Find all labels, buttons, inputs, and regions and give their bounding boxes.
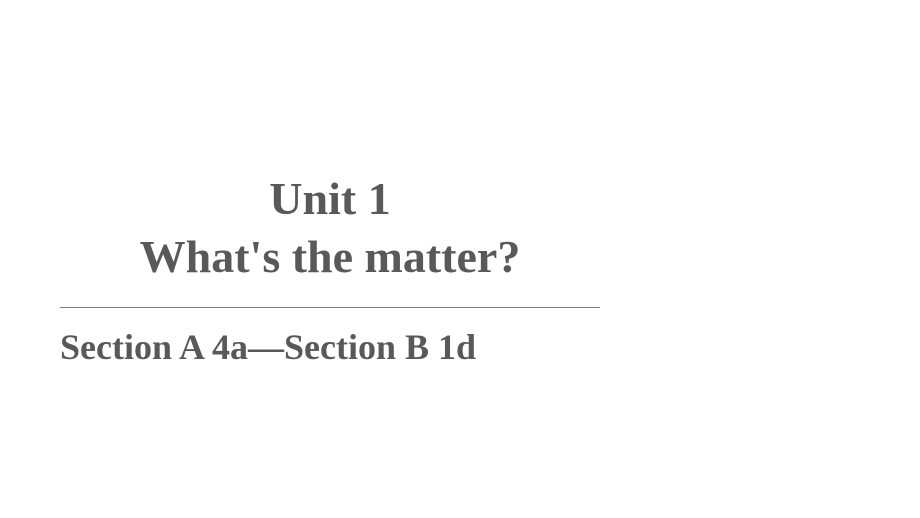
horizontal-divider [60, 307, 600, 308]
slide-content: Unit 1 What's the matter? Section A 4a—S… [60, 170, 600, 368]
section-label: Section A 4a—Section B 1d [60, 326, 600, 368]
unit-question: What's the matter? [60, 228, 600, 286]
unit-label: Unit 1 [60, 170, 600, 228]
